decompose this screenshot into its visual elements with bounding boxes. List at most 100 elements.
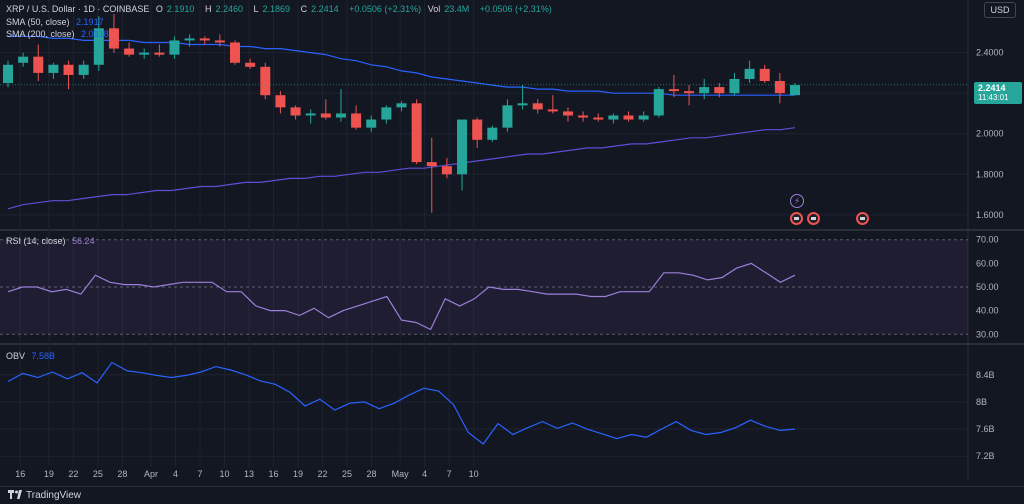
candle-body[interactable]: [578, 115, 589, 118]
sma200-line[interactable]: [7, 127, 796, 210]
candle-body[interactable]: [744, 68, 755, 79]
candle-body[interactable]: [774, 81, 785, 94]
sma200-label: SMA (200, close): [6, 29, 75, 39]
candle-body[interactable]: [472, 119, 483, 140]
sma50-legend[interactable]: SMA (50, close) 2.1917: [6, 17, 108, 27]
us-flag-event-icon[interactable]: [856, 212, 869, 225]
x-tick-label: 13: [244, 469, 254, 479]
volume-change: +0.0506 (+2.31%): [479, 4, 552, 14]
rsi-tick-label: 40.00: [976, 306, 999, 316]
candle-body[interactable]: [441, 166, 452, 175]
candle-body[interactable]: [230, 42, 241, 63]
sma200-legend[interactable]: SMA (200, close) 2.0318: [6, 29, 113, 39]
x-tick-label: 25: [342, 469, 352, 479]
tradingview-logo-icon: [8, 490, 22, 499]
us-flag-event-icon[interactable]: [807, 212, 820, 225]
candle-body[interactable]: [381, 107, 392, 120]
candle-body[interactable]: [729, 78, 740, 94]
rsi-tick-label: 70.00: [976, 235, 999, 245]
candle-body[interactable]: [426, 162, 437, 167]
candle-body[interactable]: [335, 113, 346, 118]
x-tick-label: 25: [93, 469, 103, 479]
candle-body[interactable]: [562, 111, 573, 116]
candles-group[interactable]: [3, 14, 800, 213]
candle-body[interactable]: [790, 85, 800, 96]
symbol-title[interactable]: XRP / U.S. Dollar · 1D · COINBASE: [6, 4, 150, 14]
x-tick-label: 16: [15, 469, 25, 479]
candle-body[interactable]: [184, 38, 195, 41]
candle-body[interactable]: [275, 95, 286, 108]
rsi-line[interactable]: [7, 262, 796, 331]
bar-countdown: 11:43:01: [978, 93, 1009, 102]
rsi-legend[interactable]: RSI (14, close) 56.24: [6, 236, 99, 246]
candle-body[interactable]: [517, 103, 528, 106]
x-tick-label: 28: [117, 469, 127, 479]
candle-body[interactable]: [199, 38, 210, 41]
obv-line[interactable]: [7, 361, 796, 445]
candle-body[interactable]: [623, 115, 634, 120]
candle-body[interactable]: [759, 68, 770, 82]
tradingview-brand[interactable]: TradingView: [8, 490, 81, 501]
candle-body[interactable]: [245, 62, 256, 67]
x-tick-label: 10: [219, 469, 229, 479]
candle-body[interactable]: [547, 109, 558, 112]
x-tick-label: May: [392, 469, 410, 479]
candle-body[interactable]: [169, 40, 180, 55]
candle-body[interactable]: [608, 115, 619, 120]
x-tick-label: 19: [293, 469, 303, 479]
candle-body[interactable]: [502, 105, 513, 128]
candle-body[interactable]: [714, 87, 725, 94]
sma200-value: 2.0318: [81, 29, 109, 39]
candle-body[interactable]: [396, 103, 407, 108]
last-price-tag: 2.2414 11:43:01: [974, 82, 1022, 104]
candle-body[interactable]: [48, 64, 59, 73]
price-tick-label: 2.0000: [976, 129, 1004, 139]
candle-body[interactable]: [593, 117, 604, 120]
candle-body[interactable]: [18, 56, 29, 63]
candle-body[interactable]: [305, 113, 316, 116]
candle-body[interactable]: [93, 28, 104, 65]
candle-body[interactable]: [260, 66, 271, 96]
sma50-line[interactable]: [8, 35, 795, 96]
obv-tick-label: 7.6B: [976, 424, 995, 434]
candle-body[interactable]: [63, 64, 74, 75]
rsi-label: RSI (14, close): [6, 236, 66, 246]
obv-label: OBV: [6, 351, 26, 361]
candle-body[interactable]: [290, 107, 301, 116]
candle-body[interactable]: [366, 119, 377, 128]
us-flag-event-icon[interactable]: [790, 212, 803, 225]
x-tick-label: 28: [367, 469, 377, 479]
candle-body[interactable]: [320, 113, 331, 118]
candle-body[interactable]: [699, 87, 710, 94]
obv-legend[interactable]: OBV 7.58B: [6, 351, 59, 361]
candle-body[interactable]: [638, 115, 649, 120]
lightning-icon[interactable]: ⚡: [790, 194, 804, 208]
candle-body[interactable]: [684, 91, 695, 94]
candle-body[interactable]: [108, 28, 119, 49]
candle-body[interactable]: [78, 64, 89, 75]
candle-body[interactable]: [668, 89, 679, 92]
x-tick-label: 4: [173, 469, 178, 479]
sma50-label: SMA (50, close): [6, 17, 70, 27]
candle-body[interactable]: [33, 56, 44, 73]
x-tick-label: 4: [422, 469, 427, 479]
candle-body[interactable]: [653, 89, 664, 116]
candle-body[interactable]: [124, 48, 135, 55]
candle-body[interactable]: [3, 64, 13, 84]
candle-body[interactable]: [457, 119, 468, 175]
candle-body[interactable]: [411, 103, 422, 163]
candle-body[interactable]: [487, 127, 498, 140]
candle-body[interactable]: [154, 52, 165, 55]
symbol-legend: XRP / U.S. Dollar · 1D · COINBASE O 2.191…: [6, 4, 556, 14]
obv-tick-label: 7.2B: [976, 451, 995, 461]
change-value: +0.0506 (+2.31%): [349, 4, 422, 14]
candle-body[interactable]: [351, 113, 362, 128]
candle-body[interactable]: [139, 52, 150, 55]
candle-body[interactable]: [532, 103, 543, 110]
candle-body[interactable]: [214, 40, 225, 43]
x-tick-label: Apr: [144, 469, 158, 479]
x-tick-label: 22: [68, 469, 78, 479]
currency-button[interactable]: USD: [984, 2, 1016, 18]
